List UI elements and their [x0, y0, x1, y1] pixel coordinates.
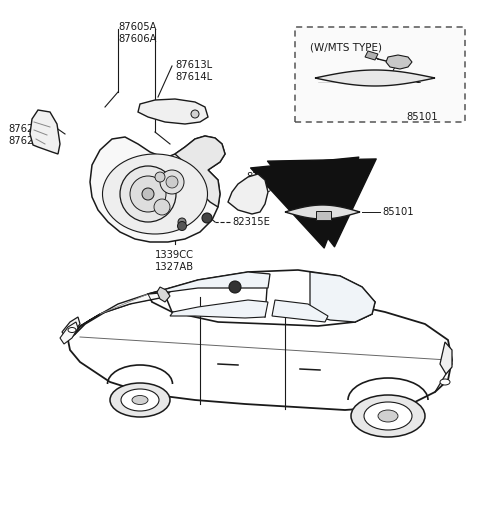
Polygon shape — [60, 322, 78, 344]
Polygon shape — [440, 342, 452, 374]
Ellipse shape — [378, 410, 398, 422]
Polygon shape — [163, 272, 270, 292]
Text: 87650A
87660D: 87650A 87660D — [246, 172, 286, 195]
Circle shape — [191, 110, 199, 118]
Text: 87613L
87614L: 87613L 87614L — [175, 60, 212, 82]
Circle shape — [154, 199, 170, 215]
Circle shape — [160, 170, 184, 194]
Circle shape — [155, 172, 165, 182]
Ellipse shape — [68, 328, 76, 332]
Polygon shape — [90, 136, 225, 242]
Polygon shape — [68, 292, 452, 410]
Polygon shape — [148, 270, 375, 326]
Polygon shape — [138, 99, 208, 124]
Polygon shape — [175, 136, 225, 207]
Ellipse shape — [121, 389, 159, 411]
Text: 1339CC
1327AB: 1339CC 1327AB — [155, 250, 194, 272]
Text: (W/MTS TYPE): (W/MTS TYPE) — [310, 42, 382, 52]
Circle shape — [178, 222, 187, 230]
Ellipse shape — [132, 395, 148, 404]
Polygon shape — [365, 51, 378, 60]
Polygon shape — [62, 317, 80, 340]
Text: 85101: 85101 — [406, 112, 438, 122]
Polygon shape — [285, 205, 360, 219]
Circle shape — [120, 166, 176, 222]
Polygon shape — [72, 292, 170, 334]
Ellipse shape — [364, 402, 412, 430]
Ellipse shape — [351, 395, 425, 437]
Polygon shape — [228, 174, 268, 214]
Text: 82315E: 82315E — [232, 217, 270, 227]
Polygon shape — [272, 300, 328, 322]
Ellipse shape — [440, 379, 450, 385]
Polygon shape — [310, 272, 375, 322]
Circle shape — [166, 176, 178, 188]
Circle shape — [130, 176, 166, 212]
Circle shape — [142, 188, 154, 200]
Ellipse shape — [110, 383, 170, 417]
FancyBboxPatch shape — [295, 27, 465, 122]
Polygon shape — [170, 300, 268, 318]
Polygon shape — [386, 55, 412, 69]
Polygon shape — [315, 70, 435, 86]
Ellipse shape — [103, 154, 207, 234]
Text: 87605A
87606A: 87605A 87606A — [119, 22, 157, 45]
Polygon shape — [157, 287, 170, 302]
Circle shape — [229, 281, 241, 293]
Text: 85131: 85131 — [390, 75, 421, 85]
Bar — [316, 211, 331, 220]
Text: 87621C
87621B: 87621C 87621B — [8, 124, 47, 146]
Circle shape — [202, 213, 212, 223]
Circle shape — [178, 218, 186, 226]
Polygon shape — [30, 110, 60, 154]
Text: 85101: 85101 — [382, 207, 414, 217]
